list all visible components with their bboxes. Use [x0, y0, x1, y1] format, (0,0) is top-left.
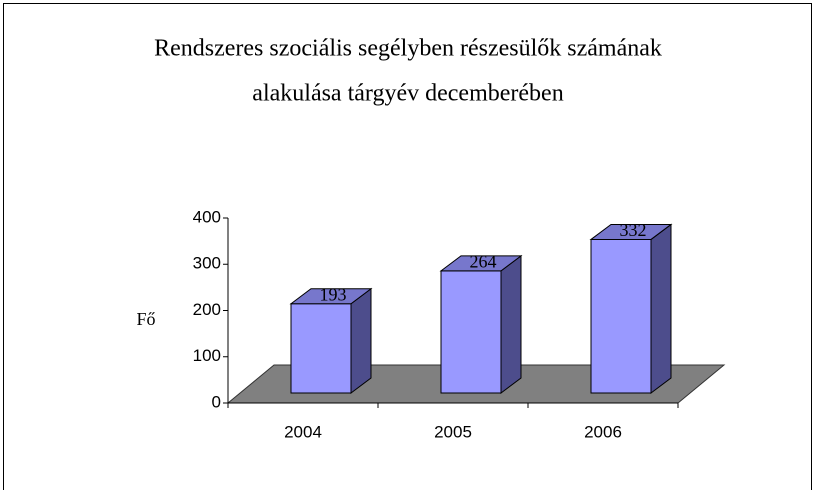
chart-title: Rendszeres szociális segélyben részesülő… — [154, 36, 662, 62]
bar-top — [289, 288, 373, 305]
y-tick-label: 300 — [193, 254, 221, 273]
chart-title: alakulása tárgyév decemberében — [252, 81, 563, 107]
bar-front — [440, 270, 502, 394]
y-tick-label: 200 — [193, 300, 221, 319]
bar-top — [439, 255, 523, 272]
bar — [439, 254, 523, 394]
bar-top — [589, 223, 673, 240]
x-tick-label: 2004 — [284, 422, 322, 441]
bar-side — [350, 287, 372, 394]
x-tick-label: 2006 — [584, 422, 622, 441]
y-tick-label: 100 — [193, 346, 221, 365]
bar-side — [500, 254, 522, 394]
data-label: 332 — [620, 220, 647, 240]
bar — [289, 287, 373, 394]
bar — [589, 223, 673, 394]
x-tick-label: 2005 — [434, 422, 472, 441]
y-tick-label: 0 — [212, 392, 221, 411]
y-axis-label: Fő — [136, 309, 155, 329]
chart-border — [3, 3, 812, 490]
data-label: 193 — [320, 284, 347, 304]
bar-front — [290, 303, 352, 394]
bar-side — [650, 223, 672, 394]
bar-front — [590, 238, 652, 394]
y-tick-label: 400 — [193, 207, 221, 226]
data-label: 264 — [470, 252, 497, 272]
